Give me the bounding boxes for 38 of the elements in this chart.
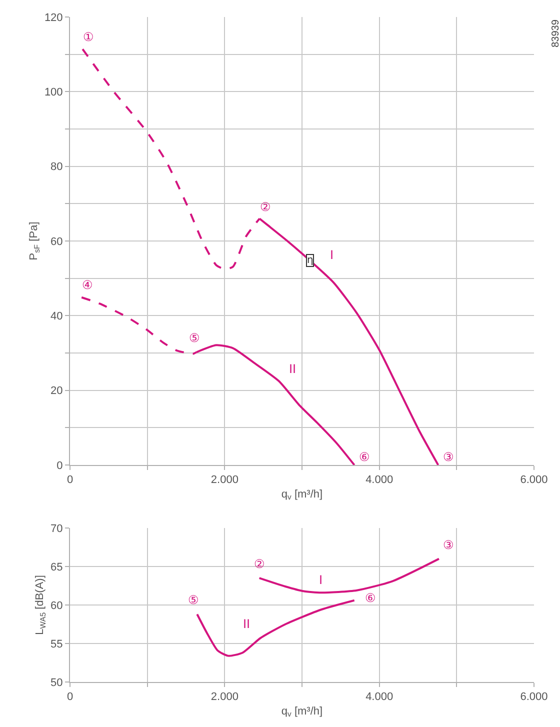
y-tick-label: 50 [50, 676, 63, 689]
y-tick-label: 40 [50, 310, 63, 323]
x-tick-label: 6.000 [520, 691, 548, 704]
y-tick-label: 80 [50, 161, 63, 174]
x-axis-title: q$_{v}$ [m³/h] [281, 705, 323, 719]
x-tick-label: 4.000 [366, 474, 394, 486]
annotation: ⑤ [188, 593, 199, 607]
x-tick-label: 0 [66, 474, 74, 486]
y-tick-label: 70 [50, 522, 63, 535]
annotation: ③ [443, 450, 454, 464]
text: 83939 [550, 19, 560, 48]
y-tick-label: 65 [50, 561, 63, 574]
annotation: ⑥ [365, 591, 376, 605]
y-tick-label: 100 [44, 86, 63, 99]
annotation: ② [254, 557, 265, 571]
annotation: ⑥ [359, 450, 370, 464]
annotation: ① [83, 30, 94, 44]
annotation: ② [260, 200, 271, 214]
x-tick-label: 2.000 [210, 691, 238, 704]
x-tick-label: 4.000 [366, 691, 394, 704]
y-tick-label: 0 [56, 460, 63, 472]
x-axis-title: q$_{v}$ [m³/h] [281, 488, 323, 502]
x-tick-label: 0 [66, 691, 74, 704]
annotation: I [319, 573, 323, 587]
annotation: ⑤ [189, 331, 200, 345]
y-tick-label: 20 [50, 385, 63, 398]
annotation: II [289, 362, 296, 376]
annotation: ③ [443, 538, 454, 552]
line-series [196, 599, 356, 657]
y-tick-label: 55 [50, 638, 63, 650]
y-tick-label: 60 [50, 600, 63, 612]
annotation: I [330, 248, 334, 262]
x-tick-label: 6.000 [520, 474, 548, 486]
annotation: ④ [82, 278, 93, 292]
annotation: II [243, 617, 250, 631]
x-tick-label: 2.000 [210, 474, 238, 486]
y-tick-label: 120 [44, 12, 63, 24]
y-tick-label: 60 [50, 236, 63, 248]
